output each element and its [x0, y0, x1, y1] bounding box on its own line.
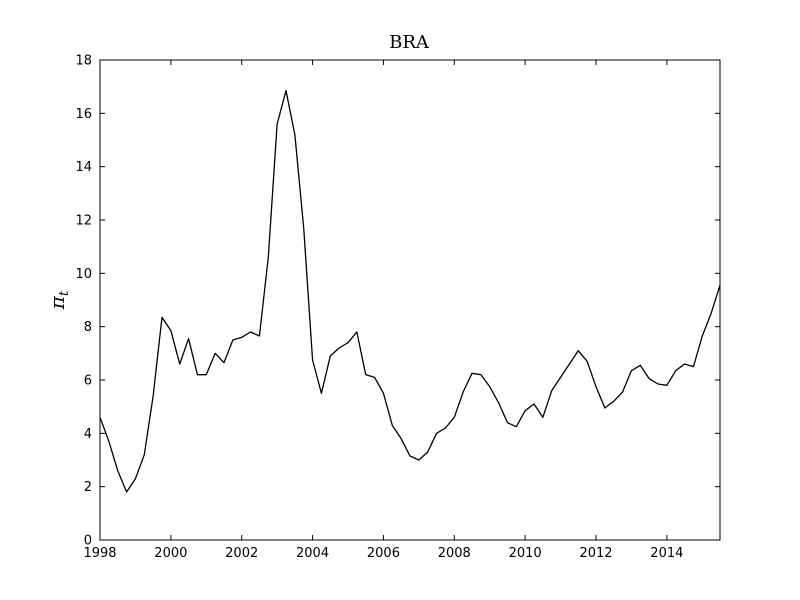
x-tick-label: 2000	[154, 546, 187, 561]
y-tick-label: 18	[75, 54, 92, 69]
plot-area	[99, 59, 721, 541]
y-tick-label: 0	[84, 534, 92, 549]
y-tick-label: 12	[75, 214, 92, 229]
x-tick-label: 2012	[579, 546, 612, 561]
x-tick-label: 2010	[509, 546, 542, 561]
x-tick-label: 2008	[438, 546, 471, 561]
x-tick-label: 2002	[225, 546, 258, 561]
x-tick-label: 1998	[83, 546, 116, 561]
y-axis-label-subscript: t	[57, 290, 72, 296]
y-tick-label: 6	[84, 374, 92, 389]
chart-title: BRA	[389, 32, 430, 53]
series-line	[99, 90, 721, 493]
x-tick-label: 2004	[296, 546, 329, 561]
y-tick-label: 2	[84, 480, 92, 495]
y-tick-label: 14	[75, 160, 92, 175]
x-tick-label: 2006	[367, 546, 400, 561]
y-axis-label: πt	[45, 290, 72, 310]
y-tick-label: 8	[84, 320, 92, 335]
y-tick-label: 16	[75, 107, 92, 122]
y-tick-label: 10	[75, 267, 92, 282]
x-tick-label: 2014	[650, 546, 683, 561]
y-axis-label-main: π	[45, 295, 69, 310]
plot-frame	[99, 59, 721, 541]
y-tick-label: 4	[84, 427, 92, 442]
